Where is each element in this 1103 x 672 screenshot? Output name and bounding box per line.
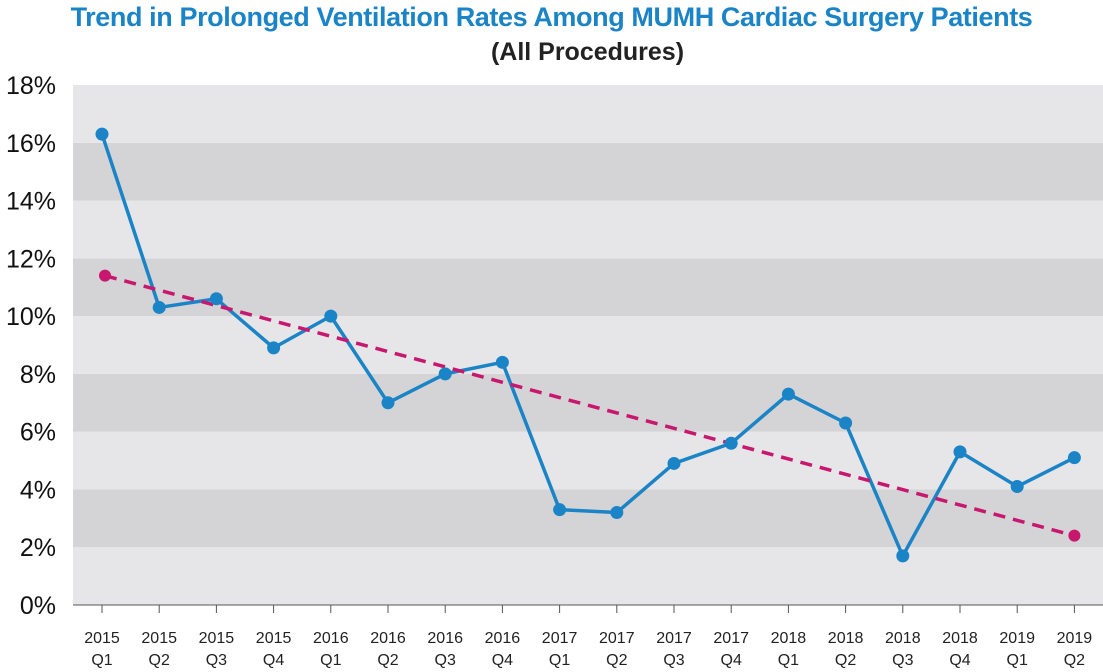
x-tick-year: 2016 (370, 630, 406, 647)
data-point (152, 300, 166, 314)
data-point (553, 503, 567, 517)
y-tick-label: 12% (6, 245, 56, 273)
x-tick-year: 2018 (885, 630, 921, 647)
x-tick-quarter: Q4 (263, 652, 284, 669)
y-tick-label: 0% (20, 592, 56, 620)
x-tick-year: 2017 (542, 630, 578, 647)
x-tick-quarter: Q1 (778, 652, 799, 669)
grid-band (73, 85, 1103, 143)
x-tick-quarter: Q1 (91, 652, 112, 669)
x-tick-quarter: Q3 (663, 652, 684, 669)
x-tick-year: 2018 (942, 630, 978, 647)
x-tick-quarter: Q4 (949, 652, 970, 669)
trend-end-point (1068, 529, 1081, 542)
x-tick-quarter: Q1 (320, 652, 341, 669)
data-point (438, 367, 452, 381)
y-tick-label: 8% (20, 361, 56, 389)
x-tick-year: 2016 (427, 630, 463, 647)
x-tick-quarter: Q4 (492, 652, 513, 669)
grid-band (73, 316, 1103, 374)
x-tick-year: 2018 (771, 630, 807, 647)
data-point (667, 456, 681, 470)
grid-band (73, 142, 1103, 201)
x-tick-year: 2017 (713, 630, 749, 647)
data-point (267, 341, 281, 355)
x-tick-year: 2016 (485, 630, 521, 647)
data-point (209, 292, 223, 306)
x-tick-year: 2015 (141, 630, 177, 647)
x-tick-year: 2019 (999, 630, 1035, 647)
y-tick-label: 10% (6, 303, 56, 331)
x-tick-quarter: Q3 (206, 652, 227, 669)
data-point (781, 387, 795, 401)
data-point (324, 309, 338, 323)
x-tick-quarter: Q2 (1064, 652, 1085, 669)
grid-band (73, 200, 1103, 259)
x-tick-quarter: Q2 (835, 652, 856, 669)
data-point (95, 127, 109, 141)
x-tick-year: 2017 (656, 630, 692, 647)
chart-title: Trend in Prolonged Ventilation Rates Amo… (70, 2, 1033, 32)
y-tick-label: 4% (20, 476, 56, 504)
data-point (1067, 451, 1081, 465)
data-point (839, 416, 853, 430)
x-tick-year: 2019 (1057, 630, 1093, 647)
x-tick-quarter: Q1 (1007, 652, 1028, 669)
grid-band (73, 547, 1103, 605)
data-point (495, 355, 509, 369)
x-tick-year: 2018 (828, 630, 864, 647)
x-tick-quarter: Q2 (149, 652, 170, 669)
x-tick-quarter: Q1 (549, 652, 570, 669)
x-tick-quarter: Q2 (377, 652, 398, 669)
grid-band (73, 258, 1103, 317)
data-point (1010, 480, 1024, 494)
y-tick-label: 14% (6, 188, 56, 216)
y-tick-label: 16% (6, 130, 56, 158)
y-tick-label: 2% (20, 534, 56, 562)
data-point (896, 549, 910, 563)
trend-start-point (99, 269, 111, 282)
y-tick-label: 18% (6, 72, 56, 100)
x-tick-quarter: Q3 (892, 652, 913, 669)
y-tick-label: 6% (20, 419, 56, 447)
data-point (381, 396, 395, 410)
grid-band (73, 489, 1103, 548)
series-line (100, 133, 1076, 558)
chart-subtitle: (All Procedures) (490, 38, 685, 66)
data-point (724, 436, 738, 450)
data-point (953, 445, 967, 459)
x-tick-quarter: Q3 (435, 652, 456, 669)
x-tick-year: 2015 (256, 630, 292, 647)
x-tick-quarter: Q4 (721, 652, 742, 669)
x-tick-quarter: Q2 (606, 652, 627, 669)
grid-band (73, 431, 1103, 490)
x-tick-year: 2017 (599, 630, 635, 647)
x-tick-year: 2015 (84, 630, 120, 647)
x-tick-year: 2015 (199, 630, 235, 647)
grid-band (73, 373, 1103, 432)
trend-line (104, 273, 1075, 538)
data-point (610, 506, 624, 520)
x-tick-year: 2016 (313, 630, 349, 647)
